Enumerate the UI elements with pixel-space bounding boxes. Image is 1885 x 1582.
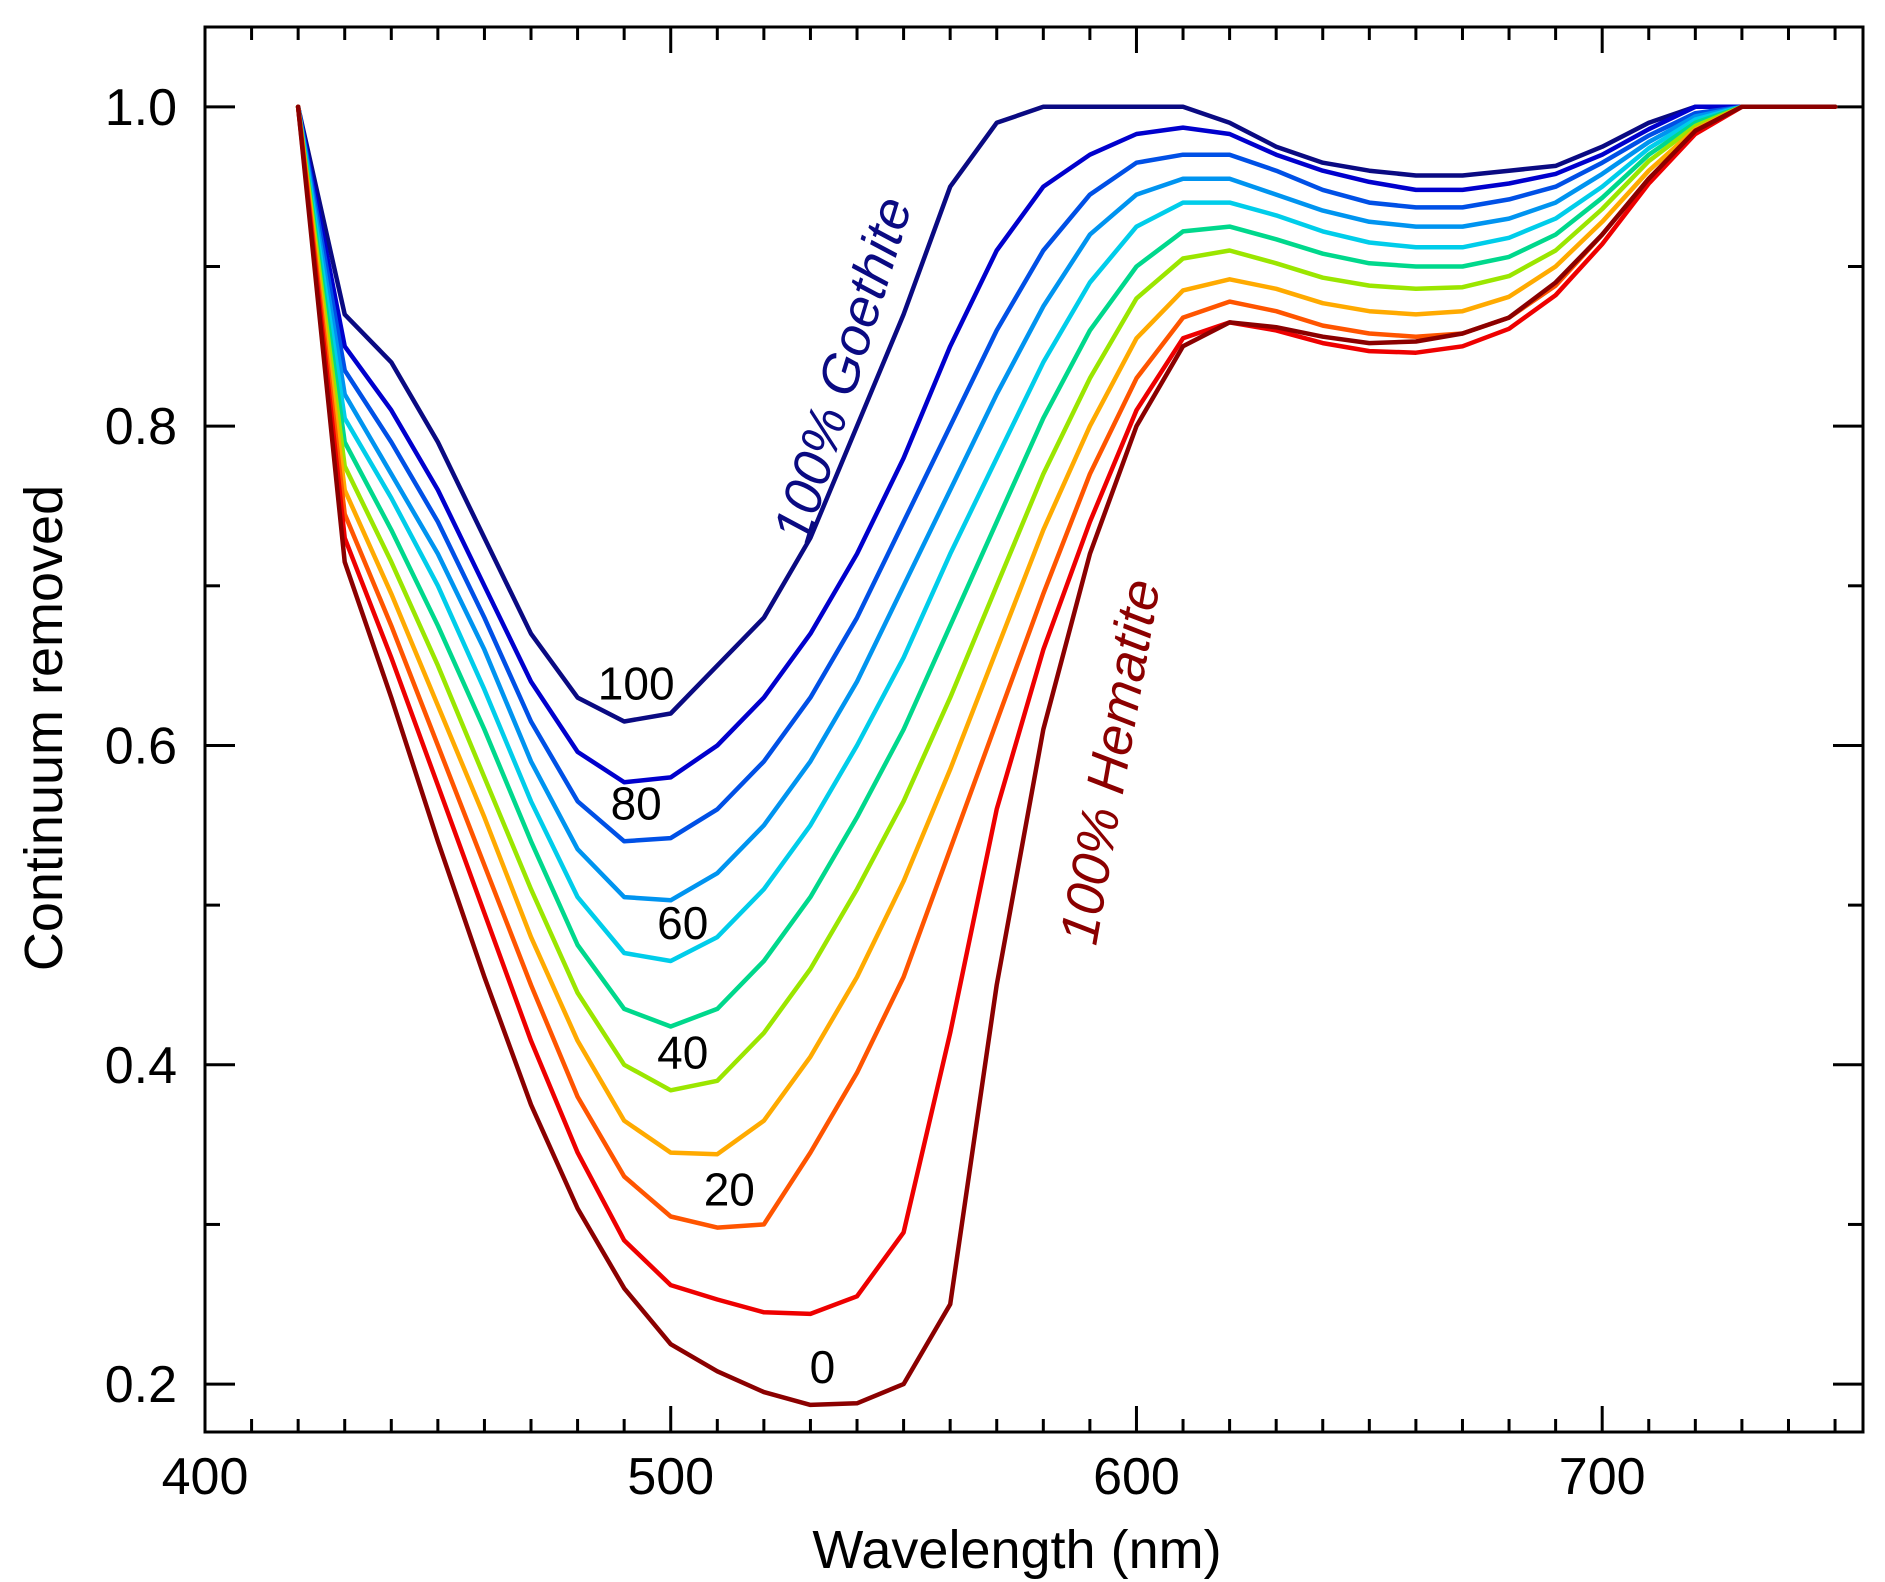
spectral-curves bbox=[295, 104, 1838, 1408]
spectrum-line-80 bbox=[295, 104, 1838, 844]
spectrum-line-0 bbox=[295, 104, 1838, 1408]
y-tick-label: 1.0 bbox=[105, 79, 177, 137]
curve-label-60: 60 bbox=[657, 897, 708, 949]
curve-label-0: 0 bbox=[810, 1341, 836, 1393]
spectrum-line-100 bbox=[295, 104, 1838, 724]
curve-label-40: 40 bbox=[657, 1026, 708, 1078]
y-tick-label: 0.2 bbox=[105, 1356, 177, 1414]
spectrum-line-90 bbox=[295, 104, 1838, 785]
axis-ticks bbox=[203, 27, 1863, 1432]
spectrum-line-50 bbox=[295, 104, 1838, 1029]
spectrum-line-20 bbox=[295, 104, 1838, 1230]
plot-frame bbox=[203, 25, 1865, 1434]
spectrum-line-70 bbox=[295, 104, 1838, 903]
x-axis-title: Wavelength (nm) bbox=[812, 1520, 1221, 1580]
spectrum-line-40 bbox=[295, 104, 1838, 1093]
goethite-annotation: 100% Goethite bbox=[762, 190, 924, 549]
curve-label-100: 100 bbox=[598, 658, 675, 710]
curve-label-80: 80 bbox=[611, 777, 662, 829]
spectrum-line-30 bbox=[295, 104, 1838, 1157]
x-tick-label: 400 bbox=[162, 1448, 249, 1506]
spectrum-line-60 bbox=[295, 104, 1838, 964]
spectrum-line-10 bbox=[295, 104, 1838, 1317]
y-tick-label: 0.8 bbox=[105, 398, 177, 456]
curve-labels: 100 80 60 40 20 0 bbox=[598, 658, 835, 1393]
x-tick-label: 600 bbox=[1093, 1448, 1180, 1506]
x-tick-label: 500 bbox=[627, 1448, 714, 1506]
y-axis-title: Continuum removed bbox=[14, 485, 74, 971]
y-tick-label: 0.4 bbox=[105, 1037, 177, 1095]
y-tick-label: 0.6 bbox=[105, 717, 177, 775]
x-tick-label: 700 bbox=[1559, 1448, 1646, 1506]
curve-label-20: 20 bbox=[704, 1164, 755, 1216]
